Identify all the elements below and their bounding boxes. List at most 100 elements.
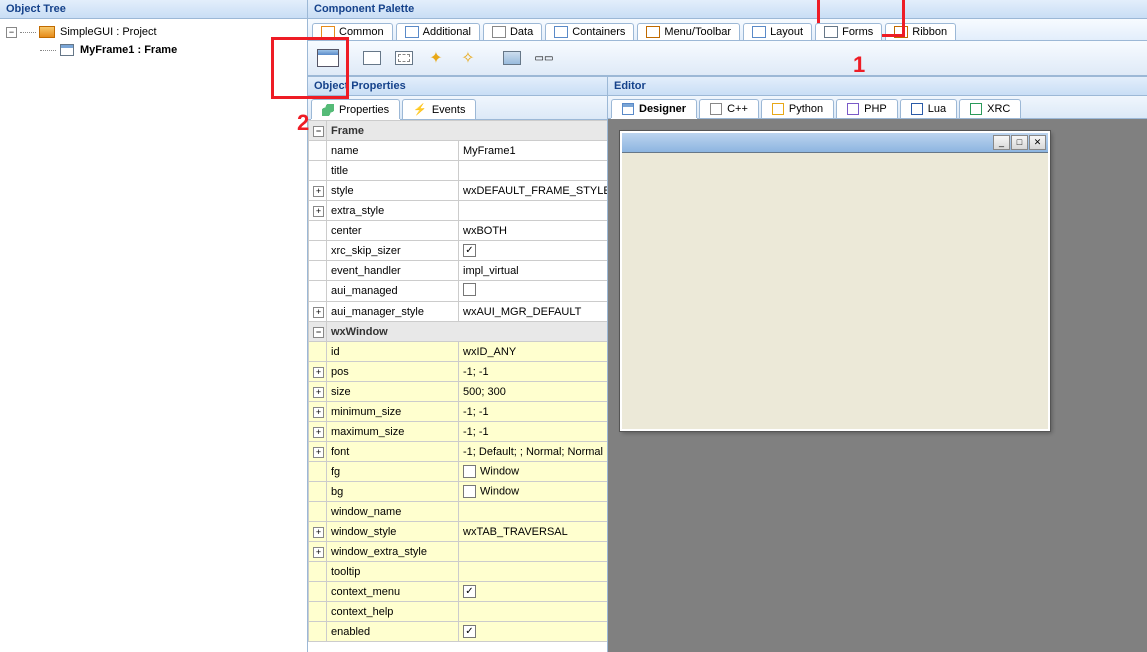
prop-value[interactable]: -1; -1 — [459, 402, 608, 422]
prop-row-bg[interactable]: bgWindow — [309, 482, 608, 502]
tool-button-1[interactable] — [360, 47, 384, 69]
prop-row-size[interactable]: +size500; 300 — [309, 382, 608, 402]
prop-row-xrc_skip_sizer[interactable]: xrc_skip_sizer✓ — [309, 241, 608, 261]
prop-value[interactable]: wxAUI_MGR_DEFAULT — [459, 302, 608, 322]
tree-collapse-icon[interactable]: − — [6, 27, 17, 38]
expand-icon[interactable]: + — [313, 527, 324, 538]
color-swatch-icon[interactable] — [463, 465, 476, 478]
prop-row-event_handler[interactable]: event_handlerimpl_virtual — [309, 261, 608, 281]
prop-value[interactable]: ✓ — [459, 622, 608, 642]
collapse-icon[interactable]: − — [313, 327, 324, 338]
tree-row-frame[interactable]: MyFrame1 : Frame — [2, 41, 305, 59]
wizard-button-1[interactable]: ✦ — [424, 47, 448, 69]
tab-properties[interactable]: Properties — [311, 99, 400, 119]
prop-row-id[interactable]: idwxID_ANY — [309, 342, 608, 362]
prop-row-font[interactable]: +font-1; Default; ; Normal; Normal — [309, 442, 608, 462]
editor-tab-xrc[interactable]: XRC — [959, 99, 1021, 118]
prop-value[interactable] — [459, 502, 608, 522]
prop-value[interactable]: impl_virtual — [459, 261, 608, 281]
tool-button-4[interactable]: ▭▭ — [532, 47, 556, 69]
expand-icon[interactable]: + — [313, 407, 324, 418]
prop-value[interactable]: wxDEFAULT_FRAME_STYLE — [459, 181, 608, 201]
prop-row-tooltip[interactable]: tooltip — [309, 562, 608, 582]
editor-tab-lua[interactable]: Lua — [900, 99, 957, 118]
checkbox-icon[interactable]: ✓ — [463, 244, 476, 257]
prop-row-maximum_size[interactable]: +maximum_size-1; -1 — [309, 422, 608, 442]
editor-tab-php[interactable]: PHP — [836, 99, 898, 118]
tool-button-2[interactable] — [392, 47, 416, 69]
expand-icon[interactable]: + — [313, 206, 324, 217]
prop-row-window_name[interactable]: window_name — [309, 502, 608, 522]
prop-group-frame[interactable]: −Frame — [309, 121, 608, 141]
prop-row-style[interactable]: +stylewxDEFAULT_FRAME_STYLE — [309, 181, 608, 201]
collapse-icon[interactable]: − — [313, 126, 324, 137]
editor-tab-designer[interactable]: Designer — [611, 99, 697, 118]
prop-value[interactable]: ✓ — [459, 241, 608, 261]
property-grid[interactable]: −FramenameMyFrame1title+stylewxDEFAULT_F… — [308, 120, 607, 652]
prop-value[interactable]: ✓ — [459, 582, 608, 602]
prop-row-center[interactable]: centerwxBOTH — [309, 221, 608, 241]
prop-value[interactable] — [459, 161, 608, 181]
palette-tab-additional[interactable]: Additional — [396, 23, 480, 40]
palette-tab-layout[interactable]: Layout — [743, 23, 812, 40]
prop-row-name[interactable]: nameMyFrame1 — [309, 141, 608, 161]
palette-tab-forms[interactable]: Forms — [815, 23, 882, 40]
expand-icon[interactable]: + — [313, 427, 324, 438]
prop-value[interactable]: -1; -1 — [459, 362, 608, 382]
prop-value[interactable]: wxTAB_TRAVERSAL — [459, 522, 608, 542]
checkbox-icon[interactable] — [463, 283, 476, 296]
prop-row-fg[interactable]: fgWindow — [309, 462, 608, 482]
editor-tab-python[interactable]: Python — [761, 99, 834, 118]
frame-icon — [59, 43, 75, 57]
palette-tab-data[interactable]: Data — [483, 23, 542, 40]
close-button[interactable]: ✕ — [1029, 135, 1046, 150]
prop-value[interactable]: Window — [459, 462, 608, 482]
expand-icon[interactable]: + — [313, 547, 324, 558]
editor-tab-c-[interactable]: C++ — [699, 99, 759, 118]
prop-value[interactable]: -1; Default; ; Normal; Normal — [459, 442, 608, 462]
prop-value[interactable]: Window — [459, 482, 608, 502]
expand-icon[interactable]: + — [313, 307, 324, 318]
palette-tab-menu-toolbar[interactable]: Menu/Toolbar — [637, 23, 740, 40]
prop-row-enabled[interactable]: enabled✓ — [309, 622, 608, 642]
prop-value[interactable]: wxID_ANY — [459, 342, 608, 362]
prop-value[interactable]: -1; -1 — [459, 422, 608, 442]
tool-button-3[interactable] — [500, 47, 524, 69]
prop-group-wxwindow[interactable]: −wxWindow — [309, 322, 608, 342]
checkbox-icon[interactable]: ✓ — [463, 625, 476, 638]
prop-row-context_help[interactable]: context_help — [309, 602, 608, 622]
expand-icon[interactable]: + — [313, 387, 324, 398]
expand-icon[interactable]: + — [313, 367, 324, 378]
tab-events[interactable]: ⚡ Events — [402, 99, 476, 119]
prop-row-window_style[interactable]: +window_stylewxTAB_TRAVERSAL — [309, 522, 608, 542]
designer-canvas[interactable]: _ □ ✕ — [608, 119, 1147, 652]
minimize-button[interactable]: _ — [993, 135, 1010, 150]
prop-row-window_extra_style[interactable]: +window_extra_style — [309, 542, 608, 562]
wizard-button-2[interactable]: ✧ — [456, 47, 480, 69]
prop-value[interactable] — [459, 562, 608, 582]
prop-value[interactable] — [459, 602, 608, 622]
tree-row-project[interactable]: − SimpleGUI : Project — [2, 23, 305, 41]
palette-tab-containers[interactable]: Containers — [545, 23, 634, 40]
maximize-button[interactable]: □ — [1011, 135, 1028, 150]
prop-row-aui_manager_style[interactable]: +aui_manager_stylewxAUI_MGR_DEFAULT — [309, 302, 608, 322]
expand-icon[interactable]: + — [313, 447, 324, 458]
prop-value[interactable] — [459, 542, 608, 562]
prop-row-aui_managed[interactable]: aui_managed — [309, 281, 608, 302]
prop-row-context_menu[interactable]: context_menu✓ — [309, 582, 608, 602]
prop-row-pos[interactable]: +pos-1; -1 — [309, 362, 608, 382]
prop-value[interactable]: wxBOTH — [459, 221, 608, 241]
expand-icon[interactable]: + — [313, 186, 324, 197]
color-swatch-icon[interactable] — [463, 485, 476, 498]
design-frame[interactable]: _ □ ✕ — [620, 131, 1050, 431]
prop-row-extra_style[interactable]: +extra_style — [309, 201, 608, 221]
tree-label-frame[interactable]: MyFrame1 : Frame — [78, 43, 179, 57]
tree-label-project[interactable]: SimpleGUI : Project — [58, 25, 159, 39]
prop-value[interactable] — [459, 281, 608, 302]
prop-row-title[interactable]: title — [309, 161, 608, 181]
prop-value[interactable]: 500; 300 — [459, 382, 608, 402]
prop-row-minimum_size[interactable]: +minimum_size-1; -1 — [309, 402, 608, 422]
prop-value[interactable] — [459, 201, 608, 221]
checkbox-icon[interactable]: ✓ — [463, 585, 476, 598]
prop-value[interactable]: MyFrame1 — [459, 141, 608, 161]
